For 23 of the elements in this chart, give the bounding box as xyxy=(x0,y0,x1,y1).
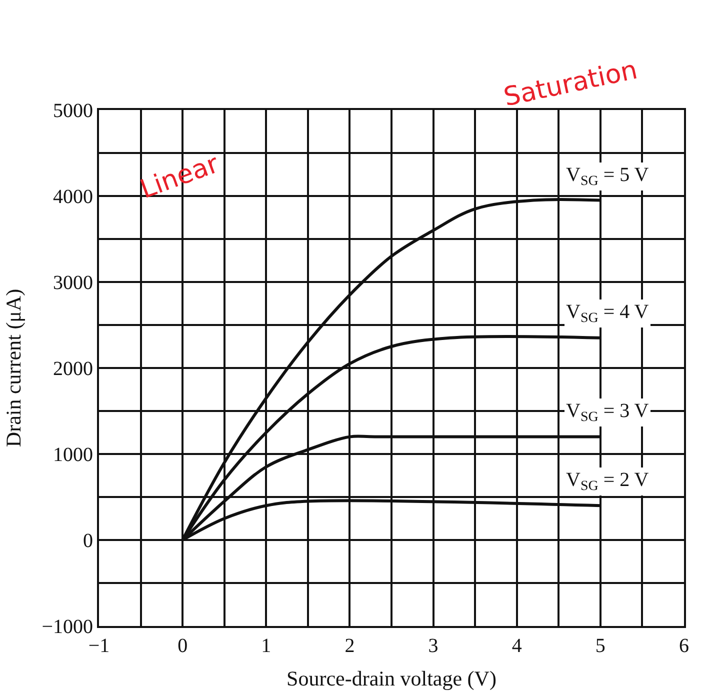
x-tick-label: 4 xyxy=(512,635,522,657)
annotation: Saturation xyxy=(501,55,640,113)
x-tick-label: 2 xyxy=(344,635,355,657)
series-label: V$_{SG}$ = 2 V xyxy=(566,469,650,494)
y-tick-label: 1000 xyxy=(53,444,93,466)
y-tick-label: 2000 xyxy=(53,358,93,380)
x-tick-label: 1 xyxy=(261,635,272,657)
x-tick-label: 3 xyxy=(428,635,438,657)
y-tick-label: 0 xyxy=(83,530,93,552)
y-tick-label: 3000 xyxy=(53,272,93,294)
annotation: Linear xyxy=(136,149,223,206)
x-tick-label: 6 xyxy=(679,635,689,657)
y-axis-title: Drain current (μA) xyxy=(1,288,26,448)
series-label: V$_{SG}$ = 5 V xyxy=(566,164,650,190)
y-tick-label: 4000 xyxy=(53,186,93,208)
x-axis-title: Source-drain voltage (V) xyxy=(286,666,496,691)
y-tick-label: 5000 xyxy=(53,100,93,122)
x-tick-label: 0 xyxy=(178,635,188,657)
x-tick-label: 5 xyxy=(595,635,606,657)
series-label: V$_{SG}$ = 3 V xyxy=(566,400,650,426)
y-tick-label: −1000 xyxy=(42,616,93,638)
series-label: V$_{SG}$ = 4 V xyxy=(566,301,650,326)
x-tick-label: −1 xyxy=(88,635,110,657)
